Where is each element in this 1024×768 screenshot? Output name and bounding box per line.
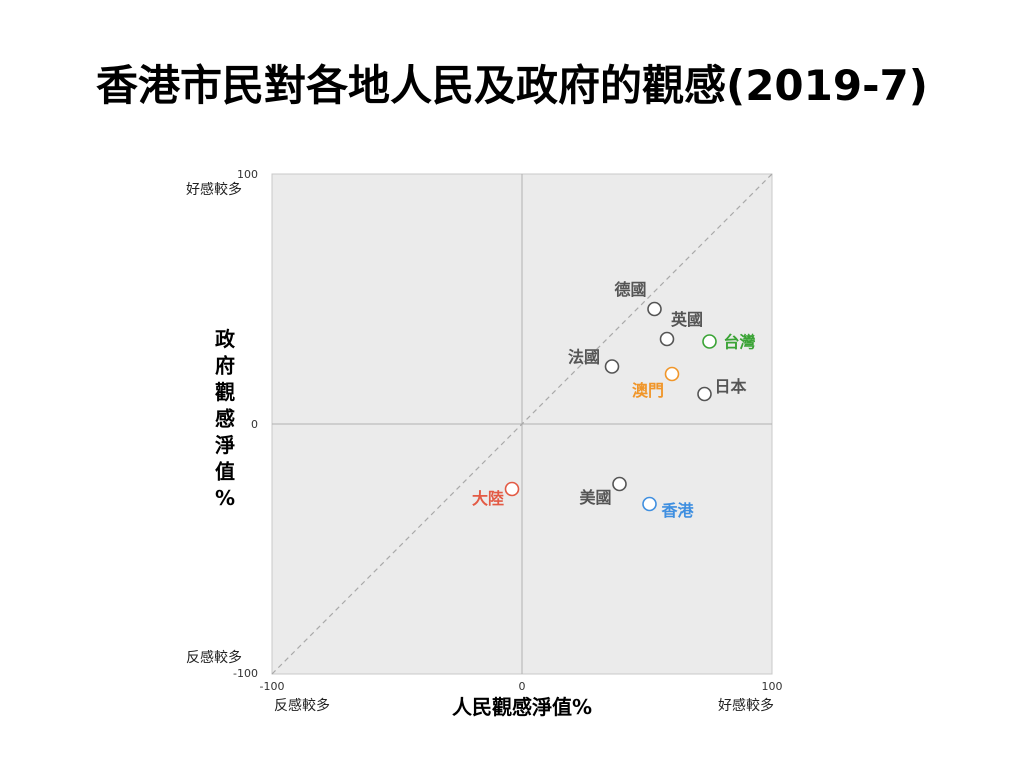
data-point-label: 美國 xyxy=(579,488,611,507)
data-point xyxy=(612,476,627,492)
data-point-label: 澳門 xyxy=(632,381,664,400)
y-tick-label: 100 xyxy=(237,168,258,181)
data-point-label: 法國 xyxy=(568,348,600,367)
data-point xyxy=(659,331,675,347)
y-axis-title: 政府觀感淨值% xyxy=(215,327,236,510)
y-high-end-label: 好感較多 xyxy=(186,181,242,198)
diagonal-reference-line xyxy=(271,173,773,675)
y-tick-label: 0 xyxy=(251,418,258,431)
data-point xyxy=(664,366,680,382)
x-tick-label: 100 xyxy=(762,680,783,693)
x-tick-label: -100 xyxy=(260,680,285,693)
data-point xyxy=(504,481,520,497)
y-low-end-label: 反感較多 xyxy=(186,649,242,666)
data-point xyxy=(702,334,717,349)
y-tick-label: -100 xyxy=(233,667,258,680)
data-point xyxy=(697,386,712,402)
data-point-label: 香港 xyxy=(661,501,695,520)
data-point-label: 大陸 xyxy=(472,489,504,508)
chart-title: 香港市民對各地人民及政府的觀感(2019-7) xyxy=(96,61,928,110)
data-point xyxy=(642,496,657,512)
x-high-end-label: 好感較多 xyxy=(718,697,774,714)
data-point-label: 台灣 xyxy=(724,333,756,352)
data-point-label: 德國 xyxy=(614,280,646,299)
data-point-label: 英國 xyxy=(670,310,703,329)
data-point-label: 日本 xyxy=(715,377,747,396)
x-tick-label: 0 xyxy=(519,680,526,693)
data-point xyxy=(647,301,662,317)
x-low-end-label: 反感較多 xyxy=(274,697,330,714)
data-point xyxy=(604,359,620,374)
x-axis-title: 人民觀感淨值% xyxy=(452,695,592,719)
